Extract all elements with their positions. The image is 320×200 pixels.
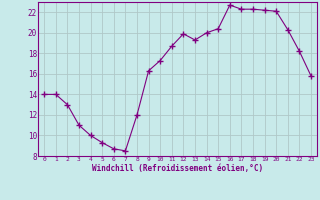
X-axis label: Windchill (Refroidissement éolien,°C): Windchill (Refroidissement éolien,°C)	[92, 164, 263, 173]
